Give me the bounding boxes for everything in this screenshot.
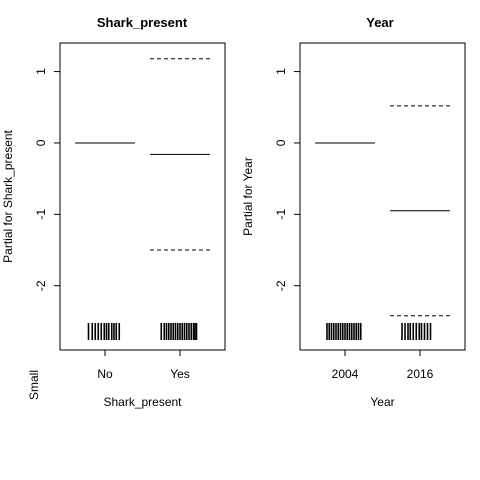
plot-frame [59, 42, 226, 351]
chart-title: Shark_present [97, 15, 188, 30]
panel-2: Year 1 0 -1 -2 Partial for Year 2004 2016 Year [241, 15, 466, 409]
y-tick-label: -1 [34, 209, 48, 220]
x-axis-label: Year [370, 395, 394, 409]
x-tick-label: Yes [170, 367, 190, 381]
y-tick-label: 0 [274, 139, 288, 146]
chart-title: Year [366, 15, 393, 30]
corner-label: Small [27, 370, 41, 400]
plot-frame [299, 42, 466, 351]
x-tick-label: No [97, 367, 113, 381]
x-tick-label: 2004 [332, 367, 359, 381]
y-tick-label: -1 [274, 209, 288, 220]
y-tick-label: 1 [274, 68, 288, 75]
y-tick-label: 0 [34, 139, 48, 146]
panel-1: Shark_present 1 0 -1 -2 Partial for Shark_pre… [1, 15, 226, 409]
y-axis-label: Partial for Shark_present [1, 129, 15, 262]
y-axis-label: Partial for Year [241, 157, 255, 236]
y-tick-label: 1 [34, 68, 48, 75]
x-tick-label: 2016 [407, 367, 434, 381]
y-tick-label: -2 [34, 280, 48, 291]
y-tick-label: -2 [274, 280, 288, 291]
x-axis-label: Shark_present [103, 395, 182, 409]
